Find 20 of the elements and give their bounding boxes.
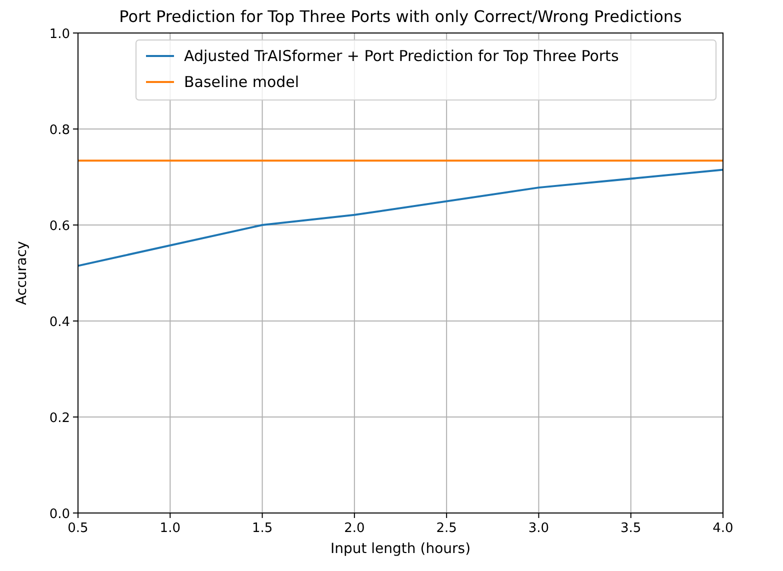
y-tick-label: 0.4 <box>49 315 70 330</box>
y-axis-title: Accuracy <box>14 241 30 305</box>
x-tick-label: 1.0 <box>160 521 180 536</box>
x-tick-label: 2.0 <box>344 521 365 536</box>
x-tick-label: 0.5 <box>68 521 88 536</box>
y-tick-label: 0.6 <box>49 219 70 234</box>
y-tick-label: 1.0 <box>49 27 70 42</box>
legend-label: Adjusted TrAISformer + Port Prediction for Top Three Ports <box>184 47 619 65</box>
legend-label: Baseline model <box>184 73 300 91</box>
x-tick-label: 3.5 <box>620 521 642 536</box>
x-tick-label: 2.5 <box>436 521 457 536</box>
chart-title: Port Prediction for Top Three Ports with only Correct/Wrong Predictions <box>119 7 682 26</box>
x-tick-label: 4.0 <box>712 521 734 536</box>
y-tick-label: 0.8 <box>49 123 70 138</box>
x-axis-title: Input length (hours) <box>330 541 471 557</box>
x-tick-label: 1.5 <box>252 521 273 536</box>
y-tick-label: 0.2 <box>49 411 70 426</box>
line-series <box>77 168 724 267</box>
x-tick-label: 3.0 <box>528 521 550 536</box>
y-tick-label: 0.0 <box>49 507 70 522</box>
